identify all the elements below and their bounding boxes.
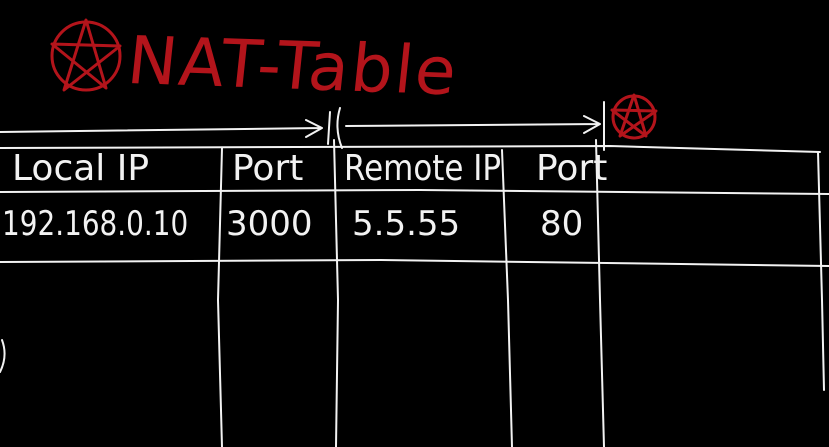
left-edge-mark <box>0 339 6 373</box>
column-divider-4 <box>595 139 605 447</box>
row-bottom-rule <box>0 259 829 267</box>
page-title: NAT-Table <box>123 22 462 111</box>
span-bracket-right <box>336 107 343 149</box>
column-divider-2 <box>333 139 339 447</box>
cell-local-ip: 192.168.0.10 <box>2 204 189 244</box>
header-bottom-rule <box>0 189 829 195</box>
column-divider-5 <box>817 151 825 391</box>
span-bracket-left <box>327 111 331 145</box>
span-arrow-left <box>0 119 323 138</box>
cell-remote-ip: 5.5.55 <box>352 204 461 244</box>
column-divider-3 <box>501 149 513 447</box>
red-star-icon <box>610 93 658 140</box>
red-star-icon <box>50 18 122 92</box>
column-header-remote-port: Port <box>536 148 608 189</box>
column-header-remote-ip: Remote IP <box>344 148 502 189</box>
table-top-rule <box>0 145 821 153</box>
column-header-local-ip: Local IP <box>12 148 150 189</box>
cell-local-port: 3000 <box>226 204 313 244</box>
span-arrow-right <box>345 115 601 134</box>
cell-remote-port: 80 <box>540 204 584 244</box>
column-divider-1 <box>217 147 223 447</box>
column-header-local-port: Port <box>232 148 304 189</box>
